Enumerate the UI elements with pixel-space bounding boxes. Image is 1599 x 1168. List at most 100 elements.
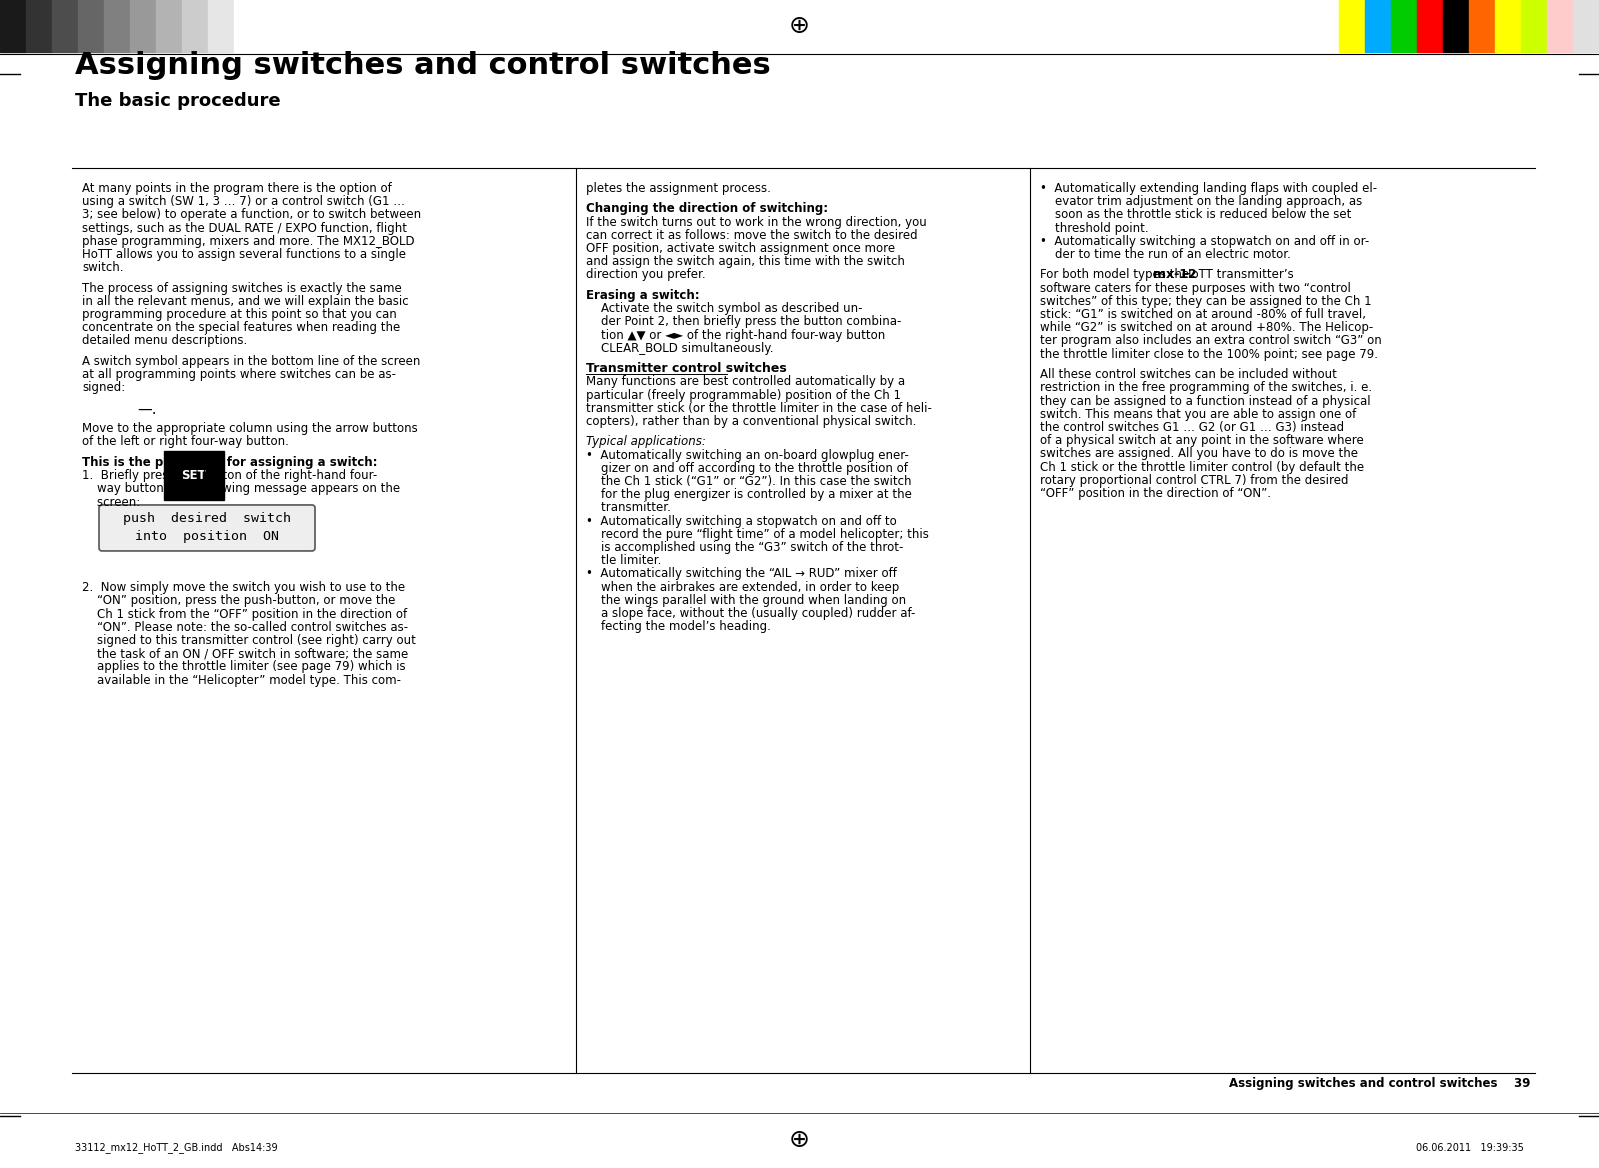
Text: If the switch turns out to work in the wrong direction, you: If the switch turns out to work in the w… xyxy=(585,216,927,229)
Text: Assigning switches and control switches: Assigning switches and control switches xyxy=(75,51,771,79)
Text: software caters for these purposes with two “control: software caters for these purposes with … xyxy=(1039,281,1351,294)
Text: of the left or right four-way button.: of the left or right four-way button. xyxy=(82,436,289,449)
Text: Assigning switches and control switches    39: Assigning switches and control switches … xyxy=(1228,1077,1530,1090)
Text: the task of an ON / OFF switch in software; the same: the task of an ON / OFF switch in softwa… xyxy=(82,647,408,660)
Text: 1.  Briefly press the: 1. Briefly press the xyxy=(82,470,201,482)
Text: —.: —. xyxy=(138,402,157,417)
Bar xyxy=(130,0,157,53)
Text: while “G2” is switched on at around +80%. The Helicop-: while “G2” is switched on at around +80%… xyxy=(1039,321,1374,334)
Text: der to time the run of an electric motor.: der to time the run of an electric motor… xyxy=(1039,248,1290,260)
Text: Ch 1 stick or the throttle limiter control (by default the: Ch 1 stick or the throttle limiter contr… xyxy=(1039,460,1364,473)
Text: HoTT allows you to assign several functions to a single: HoTT allows you to assign several functi… xyxy=(82,248,406,260)
Text: All these control switches can be included without: All these control switches can be includ… xyxy=(1039,368,1337,381)
FancyBboxPatch shape xyxy=(99,505,315,551)
Text: record the pure “flight time” of a model helicopter; this: record the pure “flight time” of a model… xyxy=(585,528,929,541)
Bar xyxy=(0,0,26,53)
Text: Changing the direction of switching:: Changing the direction of switching: xyxy=(585,202,828,215)
Bar xyxy=(78,0,104,53)
Text: is accomplished using the “G3” switch of the throt-: is accomplished using the “G3” switch of… xyxy=(585,541,903,554)
Text: phase programming, mixers and more. The MX12_BOLD: phase programming, mixers and more. The … xyxy=(82,235,414,248)
Bar xyxy=(1442,0,1469,53)
Bar xyxy=(1546,0,1573,53)
Bar xyxy=(1391,0,1417,53)
Text: the throttle limiter close to the 100% point; see page 79.: the throttle limiter close to the 100% p… xyxy=(1039,348,1378,361)
Text: The process of assigning switches is exactly the same: The process of assigning switches is exa… xyxy=(82,281,401,294)
Text: pletes the assignment process.: pletes the assignment process. xyxy=(585,182,771,195)
Text: •  Automatically switching the “AIL → RUD” mixer off: • Automatically switching the “AIL → RUD… xyxy=(585,568,897,580)
Text: the Ch 1 stick (“G1” or “G2”). In this case the switch: the Ch 1 stick (“G1” or “G2”). In this c… xyxy=(585,475,911,488)
Text: Typical applications:: Typical applications: xyxy=(585,436,705,449)
Text: available in the “Helicopter” model type. This com-: available in the “Helicopter” model type… xyxy=(82,674,401,687)
Text: when the airbrakes are extended, in order to keep: when the airbrakes are extended, in orde… xyxy=(585,580,899,593)
Text: concentrate on the special features when reading the: concentrate on the special features when… xyxy=(82,321,400,334)
Text: restriction in the free programming of the switches, i. e.: restriction in the free programming of t… xyxy=(1039,381,1372,395)
Text: switches are assigned. All you have to do is move the: switches are assigned. All you have to d… xyxy=(1039,447,1358,460)
Text: HoTT transmitter’s: HoTT transmitter’s xyxy=(1178,269,1294,281)
Text: evator trim adjustment on the landing approach, as: evator trim adjustment on the landing ap… xyxy=(1039,195,1362,208)
Bar xyxy=(1338,0,1366,53)
Text: mx-12: mx-12 xyxy=(1153,269,1196,281)
Text: direction you prefer.: direction you prefer. xyxy=(585,269,705,281)
Text: •  Automatically switching a stopwatch on and off to: • Automatically switching a stopwatch on… xyxy=(585,515,897,528)
Text: der Point 2, then briefly press the button combina-: der Point 2, then briefly press the butt… xyxy=(585,315,902,328)
Text: copters), rather than by a conventional physical switch.: copters), rather than by a conventional … xyxy=(585,415,916,427)
Text: particular (freely programmable) position of the Ch 1: particular (freely programmable) positio… xyxy=(585,389,900,402)
Text: This is the procedure for assigning a switch:: This is the procedure for assigning a sw… xyxy=(82,456,377,468)
Text: rotary proportional control CTRL 7) from the desired: rotary proportional control CTRL 7) from… xyxy=(1039,474,1348,487)
Text: CLEAR_BOLD simultaneously.: CLEAR_BOLD simultaneously. xyxy=(585,342,774,355)
Text: SET: SET xyxy=(181,470,206,482)
Text: •  Automatically switching a stopwatch on and off in or-: • Automatically switching a stopwatch on… xyxy=(1039,235,1369,248)
Text: applies to the throttle limiter (see page 79) which is: applies to the throttle limiter (see pag… xyxy=(82,660,406,674)
Text: switch.: switch. xyxy=(82,262,123,274)
Text: Activate the switch symbol as described un-: Activate the switch symbol as described … xyxy=(585,303,862,315)
Bar xyxy=(208,0,233,53)
Bar xyxy=(1417,0,1442,53)
Text: fecting the model’s heading.: fecting the model’s heading. xyxy=(585,620,771,633)
Text: and assign the switch again, this time with the switch: and assign the switch again, this time w… xyxy=(585,256,905,269)
Text: signed:: signed: xyxy=(82,381,125,395)
Text: way button. The following message appears on the: way button. The following message appear… xyxy=(82,482,400,495)
Bar xyxy=(104,0,130,53)
Bar xyxy=(157,0,182,53)
Text: in all the relevant menus, and we will explain the basic: in all the relevant menus, and we will e… xyxy=(82,294,409,308)
Text: into  position  ON: into position ON xyxy=(134,530,278,543)
Text: Transmitter control switches: Transmitter control switches xyxy=(585,362,787,375)
Text: at all programming points where switches can be as-: at all programming points where switches… xyxy=(82,368,397,381)
Text: “OFF” position in the direction of “ON”.: “OFF” position in the direction of “ON”. xyxy=(1039,487,1271,500)
Text: Erasing a switch:: Erasing a switch: xyxy=(585,288,700,301)
Text: For both model types the: For both model types the xyxy=(1039,269,1193,281)
Text: Ch 1 stick from the “OFF” position in the direction of: Ch 1 stick from the “OFF” position in th… xyxy=(82,607,408,620)
Text: tle limiter.: tle limiter. xyxy=(585,555,662,568)
Text: “ON” position, press the push-button, or move the: “ON” position, press the push-button, or… xyxy=(82,595,395,607)
Text: using a switch (SW 1, 3 … 7) or a control switch (G1 …: using a switch (SW 1, 3 … 7) or a contro… xyxy=(82,195,405,208)
Text: At many points in the program there is the option of: At many points in the program there is t… xyxy=(82,182,392,195)
Text: screen:: screen: xyxy=(82,495,141,508)
Text: tion ▲▼ or ◄► of the right-hand four-way button: tion ▲▼ or ◄► of the right-hand four-way… xyxy=(585,328,886,341)
Text: the wings parallel with the ground when landing on: the wings parallel with the ground when … xyxy=(585,593,907,607)
Text: transmitter.: transmitter. xyxy=(585,501,672,514)
Bar xyxy=(1366,0,1391,53)
Text: soon as the throttle stick is reduced below the set: soon as the throttle stick is reduced be… xyxy=(1039,208,1351,222)
Text: •  Automatically switching an on-board glowplug ener-: • Automatically switching an on-board gl… xyxy=(585,449,908,461)
Bar xyxy=(26,0,53,53)
Text: ⊕: ⊕ xyxy=(788,14,809,39)
Text: Move to the appropriate column using the arrow buttons: Move to the appropriate column using the… xyxy=(82,423,417,436)
Bar xyxy=(1469,0,1495,53)
Text: can correct it as follows: move the switch to the desired: can correct it as follows: move the swit… xyxy=(585,229,918,242)
Text: settings, such as the DUAL RATE / EXPO function, flight: settings, such as the DUAL RATE / EXPO f… xyxy=(82,222,408,235)
Bar xyxy=(1521,0,1546,53)
Text: signed to this transmitter control (see right) carry out: signed to this transmitter control (see … xyxy=(82,634,416,647)
Text: stick: “G1” is switched on at around -80% of full travel,: stick: “G1” is switched on at around -80… xyxy=(1039,308,1366,321)
Text: A switch symbol appears in the bottom line of the screen: A switch symbol appears in the bottom li… xyxy=(82,355,421,368)
Text: “ON”. Please note: the so-called control switches as-: “ON”. Please note: the so-called control… xyxy=(82,621,408,634)
Text: •  Automatically extending landing flaps with coupled el-: • Automatically extending landing flaps … xyxy=(1039,182,1377,195)
Text: detailed menu descriptions.: detailed menu descriptions. xyxy=(82,334,248,347)
Text: a slope face, without the (usually coupled) rudder af-: a slope face, without the (usually coupl… xyxy=(585,607,915,620)
Text: programming procedure at this point so that you can: programming procedure at this point so t… xyxy=(82,308,397,321)
Bar xyxy=(1573,0,1599,53)
Text: Many functions are best controlled automatically by a: Many functions are best controlled autom… xyxy=(585,375,905,389)
Bar xyxy=(233,0,261,53)
Text: ⊕: ⊕ xyxy=(788,1128,809,1152)
Text: ter program also includes an extra control switch “G3” on: ter program also includes an extra contr… xyxy=(1039,334,1382,347)
Text: gizer on and off according to the throttle position of: gizer on and off according to the thrott… xyxy=(585,461,908,475)
